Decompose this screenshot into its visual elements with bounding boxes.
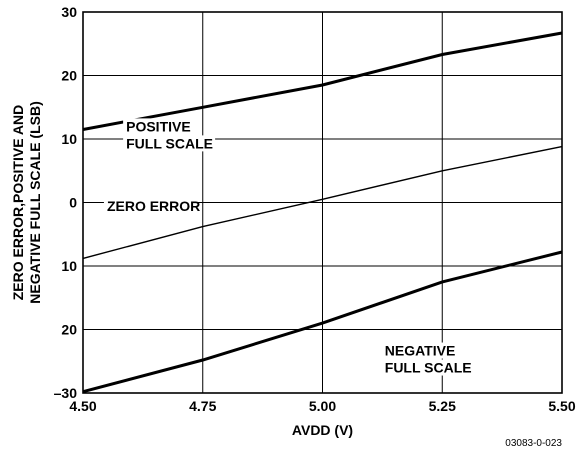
series-line-zero-error [82,145,563,260]
x-tick-label: 5.25 [429,398,456,414]
series-line-positive-full-scale [82,31,563,131]
figure-id: 03083-0-023 [505,438,562,449]
x-tick-labels: 4.50 4.75 5.00 5.25 5.50 [69,398,575,414]
series-label-bg [123,118,198,135]
series-label-zero-error: ZERO ERROR [103,197,200,214]
series-label-bg [381,342,457,359]
x-axis-label: AVDD (V) [292,422,353,438]
series-label-text: POSITIVE [126,118,191,134]
x-tick-label: 5.00 [309,398,336,414]
y-tick-label: –30 [54,385,78,401]
y-axis-label-line: NEGATIVE FULL SCALE (LSB) [27,101,43,303]
series-label-bg [381,359,474,376]
y-tick-label: 30 [61,4,77,20]
y-tick-label: 0 [69,195,77,211]
y-axis-label: ZERO ERROR,POSITIVE AND NEGATIVE FULL SCA… [10,101,43,303]
series-label-text: FULL SCALE [126,135,213,151]
series-lines [82,31,563,394]
x-tick-label: 4.75 [189,398,216,414]
x-tick-label: 5.50 [548,398,575,414]
y-tick-label: 20 [61,322,77,338]
y-tick-labels: 30 20 10 0 10 20 –30 [54,4,78,401]
y-tick-label: 20 [61,68,77,84]
series-line-negative-full-scale [82,250,563,394]
series-label-bg [123,135,216,152]
series-label-text: ZERO ERROR [107,198,200,214]
plot-frame [82,11,563,394]
y-axis-label-line: ZERO ERROR,POSITIVE AND [10,105,26,301]
series-label-text: FULL SCALE [385,360,472,376]
y-tick-label: 10 [61,131,77,147]
series-label-bg [103,197,196,214]
x-tick-label: 4.50 [69,398,96,414]
y-tick-label: 10 [61,258,77,274]
series-label-text: NEGATIVE [385,343,456,359]
